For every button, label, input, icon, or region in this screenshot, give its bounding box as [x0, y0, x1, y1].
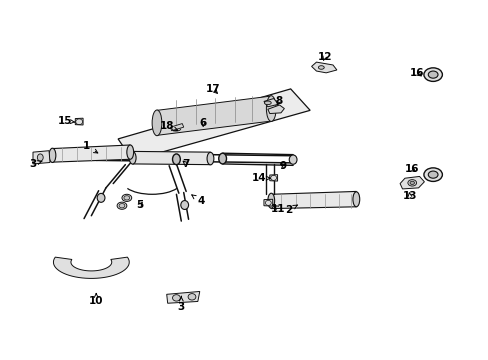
Text: 14: 14	[251, 173, 269, 183]
Polygon shape	[264, 199, 272, 206]
Ellipse shape	[97, 193, 105, 202]
Text: 8: 8	[274, 96, 282, 107]
Text: 9: 9	[279, 161, 286, 171]
Polygon shape	[311, 62, 336, 73]
Text: 18: 18	[159, 121, 178, 131]
Text: 3: 3	[29, 159, 42, 169]
Polygon shape	[166, 292, 200, 303]
Ellipse shape	[407, 180, 416, 186]
Polygon shape	[132, 152, 210, 165]
Polygon shape	[33, 151, 50, 164]
Polygon shape	[52, 145, 130, 162]
Text: 7: 7	[182, 159, 189, 169]
Ellipse shape	[123, 196, 129, 200]
Ellipse shape	[129, 152, 136, 164]
Ellipse shape	[264, 101, 271, 105]
Polygon shape	[264, 99, 278, 107]
Text: 17: 17	[205, 84, 220, 94]
Ellipse shape	[126, 145, 133, 159]
Text: 3: 3	[177, 296, 184, 312]
Ellipse shape	[423, 68, 442, 81]
Ellipse shape	[206, 152, 213, 165]
Text: 2: 2	[284, 205, 297, 215]
Text: 13: 13	[402, 191, 416, 201]
Ellipse shape	[318, 66, 324, 69]
Ellipse shape	[218, 153, 226, 164]
Polygon shape	[118, 89, 309, 160]
Text: 4: 4	[191, 195, 204, 206]
Ellipse shape	[122, 194, 131, 202]
Text: 12: 12	[317, 52, 331, 62]
Text: 1: 1	[82, 141, 98, 153]
Polygon shape	[75, 118, 83, 125]
Ellipse shape	[267, 193, 274, 208]
Polygon shape	[170, 123, 183, 131]
Ellipse shape	[49, 148, 56, 162]
Ellipse shape	[181, 201, 188, 210]
Ellipse shape	[172, 154, 180, 165]
Ellipse shape	[37, 154, 43, 161]
Polygon shape	[53, 257, 129, 278]
Text: 16: 16	[409, 68, 424, 78]
Ellipse shape	[266, 96, 276, 121]
Ellipse shape	[427, 71, 437, 78]
Ellipse shape	[427, 171, 437, 178]
Polygon shape	[271, 192, 356, 208]
Ellipse shape	[119, 203, 124, 208]
Ellipse shape	[188, 294, 196, 300]
Ellipse shape	[288, 155, 296, 164]
Text: 15: 15	[57, 116, 75, 126]
Text: 6: 6	[199, 118, 206, 128]
Polygon shape	[269, 175, 277, 181]
Polygon shape	[267, 105, 284, 113]
Ellipse shape	[352, 192, 359, 207]
Polygon shape	[157, 96, 271, 135]
Ellipse shape	[117, 202, 126, 209]
Ellipse shape	[423, 168, 442, 181]
Ellipse shape	[409, 181, 414, 184]
Polygon shape	[399, 176, 424, 189]
Ellipse shape	[152, 110, 162, 136]
Text: 10: 10	[89, 293, 103, 306]
Text: 16: 16	[404, 164, 419, 174]
Text: 11: 11	[271, 203, 285, 213]
Text: 5: 5	[136, 200, 143, 210]
Ellipse shape	[172, 295, 180, 301]
